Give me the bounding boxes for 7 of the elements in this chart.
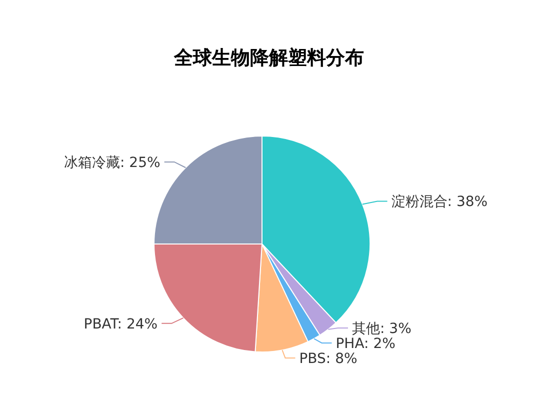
slice-label: 冰箱冷藏: 25% [64,154,160,171]
slice-label: PHA: 2% [336,336,396,352]
chart-title: 全球生物降解塑料分布 [173,47,364,69]
slice-label: PBS: 8% [299,350,358,367]
slice-label: 淀粉混合: 38% [391,194,488,210]
slice-label: PBAT: 24% [84,316,158,332]
slice-label: 其他: 3% [352,320,412,337]
